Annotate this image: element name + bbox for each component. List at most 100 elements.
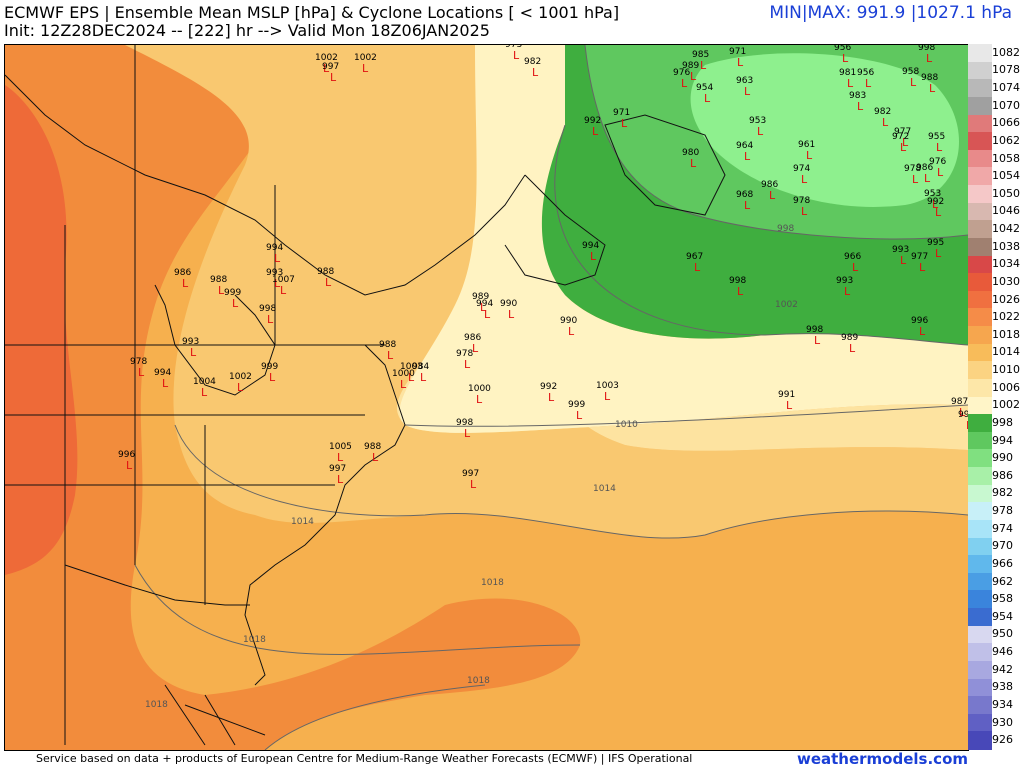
cyclone-L-symbol: L [744, 85, 751, 98]
colorbar-swatch [968, 696, 992, 715]
cyclone-pressure-label: 978 [904, 164, 921, 174]
cyclone-L-symbol: L [568, 325, 575, 338]
colorbar-swatch [968, 79, 992, 98]
cyclone-L-symbol: L [865, 77, 872, 90]
cyclone-L-symbol: L [690, 70, 697, 83]
cyclone-pressure-label: 981 [839, 68, 856, 78]
cyclone-pressure-label: 963 [736, 76, 753, 86]
colorbar-label: 1002 [992, 398, 1020, 412]
cyclone-L-symbol: L [201, 386, 208, 399]
cyclone-L-symbol: L [330, 71, 337, 84]
cyclone-pressure-label: 993 [182, 337, 199, 347]
colorbar-label: 962 [992, 574, 1013, 588]
cyclone-pressure-label: 989 [682, 61, 699, 71]
isobar-lines [134, 45, 968, 750]
cyclone-pressure-label: 966 [844, 252, 861, 262]
cyclone-pressure-label: 998 [729, 276, 746, 286]
colorbar-swatch [968, 343, 992, 362]
cyclone-L-symbol: L [387, 349, 394, 362]
cyclone-pressure-label: 993 [892, 245, 909, 255]
cyclone-L-symbol: L [690, 157, 697, 170]
cyclone-pressure-label: 986 [464, 333, 481, 343]
cyclone-pressure-label: 974 [793, 164, 810, 174]
colorbar-label: 1014 [992, 345, 1020, 359]
colorbar-swatch [968, 220, 992, 239]
cyclone-pressure-label: 994 [266, 243, 283, 253]
colorbar-label: 930 [992, 715, 1013, 729]
cyclone-pressure-label: 982 [524, 57, 541, 67]
cyclone-L-symbol: L [801, 205, 808, 218]
cyclone-L-symbol: L [966, 419, 968, 432]
colorbar-label: 1018 [992, 327, 1020, 341]
cyclone-L-symbol: L [274, 252, 281, 265]
colorbar-label: 1030 [992, 274, 1020, 288]
colorbar-swatch [968, 44, 992, 63]
cyclone-L-symbol: L [337, 451, 344, 464]
cyclone-pressure-label: 972 [892, 132, 909, 142]
cyclone-pressure-label: 961 [798, 140, 815, 150]
cyclone-L-symbol: L [769, 189, 776, 202]
colorbar-swatch [968, 255, 992, 274]
cyclone-L-symbol: L [218, 284, 225, 297]
brand-link[interactable]: weathermodels.com [796, 750, 968, 768]
colorbar-swatch [968, 290, 992, 309]
colorbar-label: 1010 [992, 363, 1020, 377]
cyclone-pressure-label: 977 [911, 252, 928, 262]
colorbar-swatch [968, 660, 992, 679]
isobar-label: 1018 [243, 635, 266, 645]
cyclone-pressure-label: 999 [568, 400, 585, 410]
colorbar-label: 978 [992, 504, 1013, 518]
chart-title: ECMWF EPS | Ensemble Mean MSLP [hPa] & C… [4, 3, 620, 22]
colorbar-swatch [968, 414, 992, 433]
cyclone-L-symbol: L [372, 451, 379, 464]
cyclone-pressure-label: 988 [210, 275, 227, 285]
colorbar-swatch [968, 537, 992, 556]
colorbar-label: 1074 [992, 81, 1020, 95]
cyclone-pressure-label: 988 [921, 73, 938, 83]
cyclone-pressure-label: 992 [540, 382, 557, 392]
colorbar-label: 946 [992, 645, 1013, 659]
colorbar-swatch [968, 167, 992, 186]
colorbar-label: 986 [992, 468, 1013, 482]
cyclone-pressure-label: 953 [924, 189, 941, 199]
cyclone-pressure-label: 997 [462, 469, 479, 479]
cyclone-pressure-label: 977 [894, 127, 911, 137]
colorbar-label: 1034 [992, 257, 1020, 271]
colorbar-swatch [968, 643, 992, 662]
cyclone-pressure-label: 997 [322, 62, 339, 72]
colorbar-label: 1006 [992, 380, 1020, 394]
cyclone-pressure-label: 978 [456, 349, 473, 359]
cyclone-L-symbol: L [935, 247, 942, 260]
cyclone-pressure-label: 955 [928, 132, 945, 142]
cyclone-pressure-label: 968 [736, 190, 753, 200]
cyclone-L-symbol: L [190, 346, 197, 359]
cyclone-L-symbol: L [484, 308, 491, 321]
